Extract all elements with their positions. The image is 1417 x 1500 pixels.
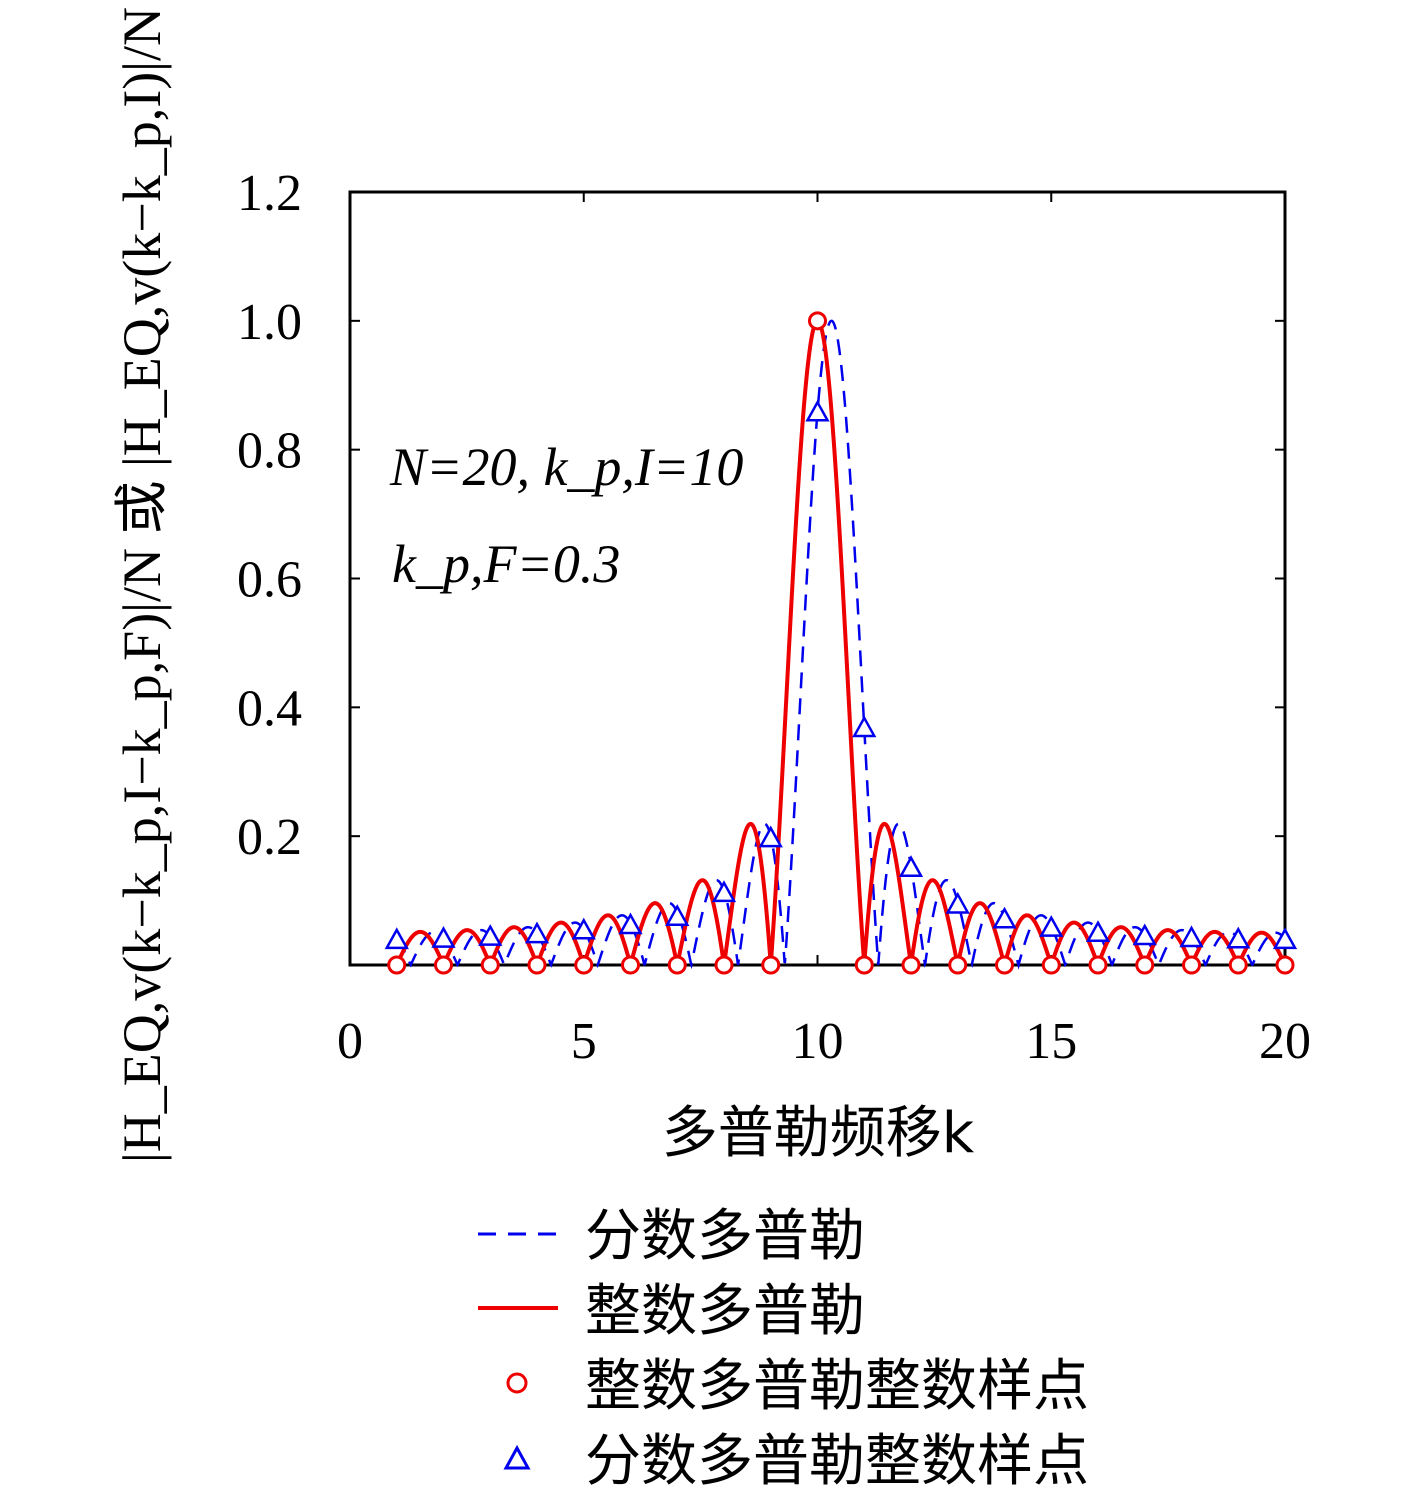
series-fractional-doppler-line [395,319,1286,970]
y-tick-label: 0.4 [237,680,302,737]
integer-sample-marker [808,311,827,331]
integer-sample-marker [387,955,407,975]
fractional-sample-marker [571,917,596,940]
fractional-sample-marker [1132,923,1157,946]
legend-label-fractional-samples: 分数多普勒整数样点 [585,1429,1089,1494]
integer-sample-marker [480,955,500,975]
y-tick-label: 0.8 [237,423,302,480]
integer-sample-marker [1182,955,1201,975]
integer-sample-marker [901,955,921,975]
fractional-sample-marker [1226,926,1251,949]
integer-sample-marker [1275,955,1295,975]
integer-sample-marker [434,955,453,975]
integer-sample-marker [854,955,874,975]
integer-sample-marker [667,955,687,975]
fractional-sample-marker [852,715,877,738]
x-tick-label: 20 [1259,1013,1311,1070]
ticks-layer: 0 5 10 15 20 0.2 0.4 0.6 0.8 1.0 1.2 [237,165,1311,1070]
fractional-sample-marker [431,926,456,948]
integer-sample-marker [995,955,1014,975]
y-tick-label: 1.2 [237,165,302,222]
integer-sample-marker [1228,955,1248,975]
integer-sample-marker [621,955,640,975]
y-tick-label: 0.2 [237,809,302,866]
fractional-sample-marker [945,891,970,914]
x-tick-label: 15 [1025,1013,1077,1070]
integer-sample-marker [1088,955,1108,975]
y-tick-label: 0.6 [237,552,302,609]
fractional-sample-marker [384,927,409,950]
fractional-sample-marker [805,399,830,422]
fractional-sample-marker [992,906,1017,929]
fractional-sample-marker [1085,920,1111,943]
integer-sample-marker [948,955,968,975]
fractional-sample-marker [524,921,550,944]
fractional-sample-marker [618,912,643,935]
integer-sample-marker [761,955,781,975]
x-tick-label: 10 [792,1013,844,1070]
integer-sample-marker [1135,955,1155,975]
integer-sample-marker [714,955,734,975]
integer-sample-marker [527,955,547,975]
fractional-sample-marker [711,880,737,903]
legend-label-integer: 整数多普勒 [585,1279,865,1344]
legend: 分数多普勒 整数多普勒 整数多普勒整数样点 分数多普勒整数样点 [478,1204,1089,1494]
fractional-sample-marker [1039,915,1064,937]
fractional-sample-marker [898,855,924,877]
fractional-sample-marker [665,904,690,926]
annotation-line-2: k_p,F=0.3 [392,534,620,594]
x-tick-label: 0 [337,1013,363,1070]
legend-swatch-triangle [503,1444,531,1470]
fractional-sample-marker [1179,925,1204,948]
fractional-sample-marker [478,924,503,946]
annotation-line-1: N=20, k_p,I=10 [389,437,743,497]
y-axis-label: |H_EQ,v(k−k_p,I−k_p,F)|/N 或 |H_EQ,v(k−k_… [112,7,172,1163]
legend-label-fractional: 分数多普勒 [585,1204,865,1269]
x-tick-label: 5 [571,1013,597,1070]
x-axis-label: 多普勒频移k [662,1101,975,1166]
fractional-sample-marker [758,825,783,848]
series-layer [394,318,1287,972]
legend-swatch-circle [506,1372,528,1394]
series-integer-doppler-line [394,318,1287,972]
markers-layer [384,311,1298,975]
integer-sample-marker [1041,955,1061,975]
legend-label-integer-samples: 整数多普勒整数样点 [585,1354,1089,1419]
y-tick-label: 1.0 [237,294,302,351]
integer-sample-marker [574,955,594,975]
fractional-sample-marker [1272,927,1298,950]
